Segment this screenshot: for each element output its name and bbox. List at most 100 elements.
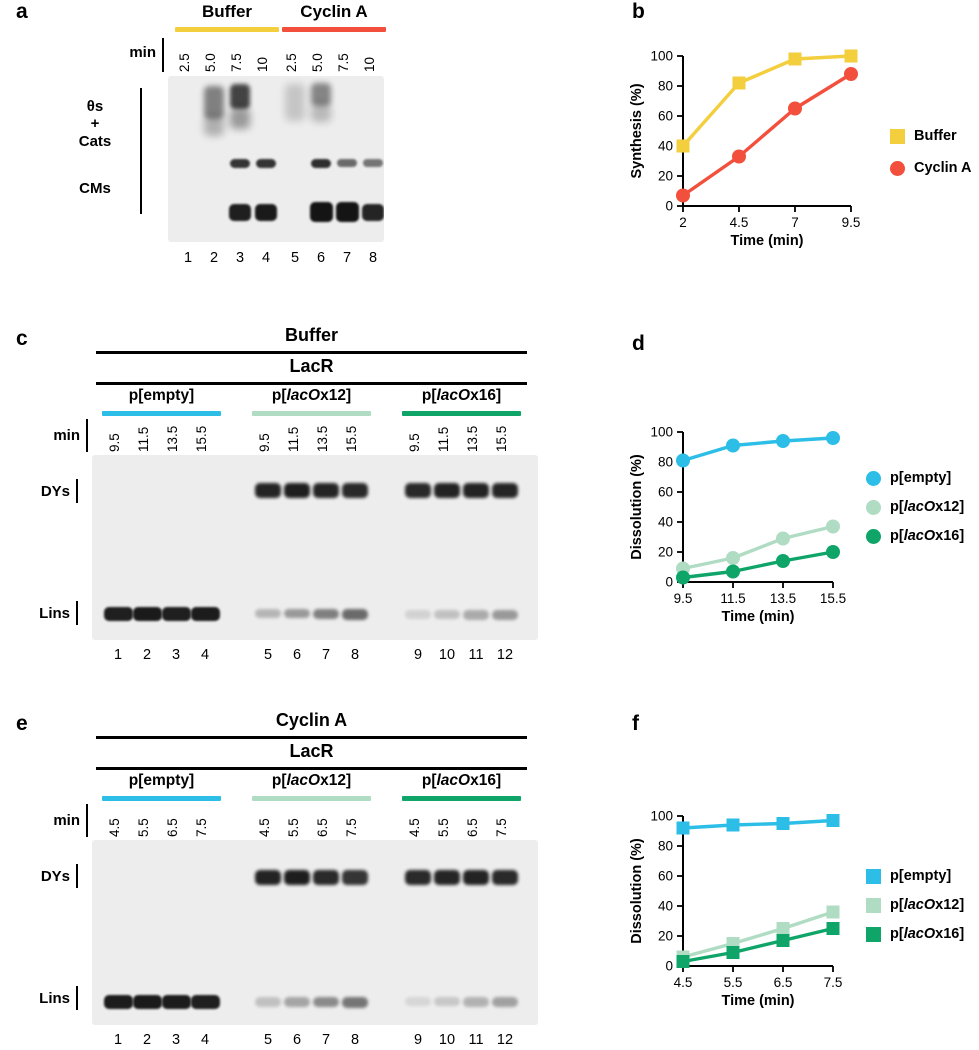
chart-b-svg: 0 20 40 60 80 100 2 4.5 7 9.5 Time (min) Synthesis … [629, 49, 860, 250]
gel-band [285, 84, 305, 121]
panel-b: b 0 20 40 60 80 100 2 4.5 7 9.5 Time (min) Synthesi… [620, 0, 979, 300]
gel-band [434, 482, 460, 499]
gel-band [255, 608, 281, 618]
gel-band [103, 995, 133, 1010]
group-color-bar [252, 411, 371, 416]
gel-row-label: Lins [39, 605, 70, 622]
y-tick-label: 80 [658, 839, 673, 854]
time-label: 2.5 [177, 53, 192, 72]
gel-band [492, 869, 518, 886]
time-label: 9.5 [107, 433, 122, 452]
gel-top-header: Cyclin A [275, 710, 348, 730]
y-axis-label: Dissolution (%) [629, 838, 645, 944]
legend-label: p[empty] [890, 868, 952, 884]
legend-label: Buffer [914, 128, 957, 144]
y-tick-label: 20 [658, 169, 673, 184]
data-marker-circle [732, 149, 746, 164]
x-tick-label: 4.5 [674, 975, 693, 990]
data-marker-circle [676, 570, 690, 585]
time-label: 6.5 [315, 818, 330, 837]
gel-row-label: DYs [40, 483, 70, 500]
data-marker-square [776, 934, 790, 947]
chart-f: 0 20 40 60 80 100 4.5 5.5 6.5 7.5 Time (min) Dissol… [628, 800, 979, 1050]
y-axis-label: Dissolution (%) [629, 454, 645, 560]
gel-band [405, 610, 431, 619]
time-label: 7.5 [229, 53, 244, 72]
chart-legend: Buffer Cyclin A [890, 128, 971, 176]
legend-entry: Cyclin A [890, 160, 971, 176]
x-tick-label: 4.5 [730, 215, 749, 230]
series-line [681, 926, 835, 964]
gel-band [284, 997, 310, 1007]
time-label: 7.5 [336, 53, 351, 72]
gel-row-bracket [76, 479, 78, 503]
x-tick-label: 15.5 [820, 591, 846, 606]
gel-band [463, 482, 489, 499]
legend-marker-circle [866, 470, 881, 486]
legend-label: Cyclin A [914, 160, 972, 176]
min-label: min [129, 44, 156, 61]
panel-b-label: b [632, 0, 645, 23]
lane-number: 1 [183, 250, 193, 266]
panel-f-label: f [632, 712, 639, 735]
data-marker-square [844, 49, 858, 63]
gel-band [313, 482, 339, 499]
gel-row-bracket [140, 88, 142, 168]
series-line [681, 550, 835, 580]
gel-row-label: Lins [39, 990, 70, 1007]
gel-row-bracket [76, 864, 78, 888]
x-tick-label: 13.5 [770, 591, 796, 606]
y-tick-label: 20 [658, 545, 673, 560]
y-tick-label: 60 [658, 109, 673, 124]
gel-blot [92, 455, 538, 640]
gel-row-label: θs + Cats [78, 98, 112, 150]
time-label: 6.5 [165, 818, 180, 837]
time-label: 5.5 [136, 818, 151, 837]
y-tick-label: 100 [650, 425, 673, 440]
panel-f: f 0 20 40 60 80 100 4.5 5.5 6.5 7.5 Time (min) Diss… [620, 710, 979, 1050]
gel-band [405, 482, 431, 499]
gel-top-header: LacR [289, 741, 334, 761]
gel-band [463, 997, 489, 1007]
y-axis-label: Synthesis (%) [629, 83, 645, 178]
gel-band [132, 606, 162, 622]
gel-band [342, 482, 368, 499]
data-marker-circle [826, 545, 840, 559]
data-marker-circle [726, 564, 740, 579]
legend-marker-circle [890, 160, 905, 176]
gel-band [230, 159, 250, 169]
gel-band [230, 84, 250, 110]
group-color-bar [252, 796, 371, 801]
y-tick-label: 40 [658, 515, 673, 530]
lane-number: 12 [496, 1032, 514, 1048]
data-marker-circle [726, 551, 740, 565]
gel-band [311, 82, 331, 106]
lane-number: 5 [263, 647, 273, 663]
panel-d-label: d [632, 332, 645, 355]
legend-entry: p[empty] [866, 470, 964, 486]
legend-label: p[lacOx12] [890, 499, 965, 515]
data-marker-circle [776, 554, 790, 568]
gel-row-label: CMs [79, 180, 111, 197]
min-tick-line [86, 804, 88, 837]
y-tick-label: 40 [658, 899, 673, 914]
gel-band [492, 610, 518, 620]
y-tick-label: 40 [658, 139, 673, 154]
time-label: 11.5 [136, 426, 151, 452]
group-color-bar [402, 411, 521, 416]
group-header: p[empty] [128, 772, 195, 789]
gel-band [434, 997, 460, 1006]
data-marker-square [676, 955, 690, 968]
time-label: 9.5 [257, 433, 272, 452]
data-marker-square [732, 76, 746, 90]
time-label: 4.5 [107, 818, 122, 837]
time-label: 13.5 [315, 425, 330, 452]
time-label: 7.5 [194, 818, 209, 837]
time-label: 2.5 [284, 53, 299, 72]
panel-e-label: e [16, 712, 28, 735]
data-marker-square [676, 139, 690, 153]
time-label: 4.5 [407, 818, 422, 837]
time-label: 13.5 [465, 425, 480, 452]
data-marker-square [726, 946, 740, 959]
legend-entry: p[lacOx16] [866, 926, 964, 942]
